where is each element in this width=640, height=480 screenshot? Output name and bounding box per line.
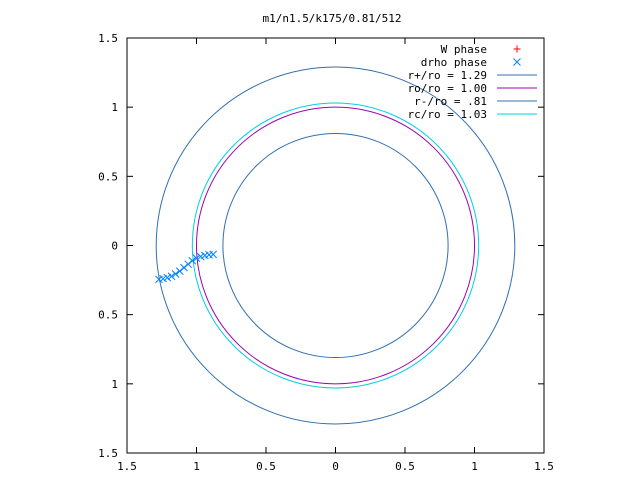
legend-label: drho phase	[421, 56, 487, 69]
data-point	[180, 263, 188, 272]
data-point	[192, 254, 201, 263]
circle-series	[155, 66, 516, 425]
data-point	[163, 273, 172, 282]
y-tick-label: 1	[111, 378, 118, 391]
x-tick-label: 0.5	[256, 460, 276, 473]
axis-ticks: 1.5 1 0.5 0 0.5 1 1.51.510.500.511.5	[98, 32, 554, 473]
data-point	[188, 256, 197, 265]
data-point	[184, 260, 193, 269]
chart-title: m1/n1.5/k175/0.81/512	[262, 12, 401, 25]
x-tick-label: 0	[332, 460, 339, 473]
legend-label: rc/ro = 1.03	[408, 108, 487, 121]
y-tick-label: 0.5	[98, 309, 118, 322]
legend-label: W phase	[441, 43, 487, 56]
legend-x-marker	[513, 58, 521, 66]
circle-series	[222, 132, 449, 359]
data-point	[175, 267, 184, 275]
data-point	[167, 272, 176, 281]
x-tick-label: 1.5	[117, 460, 137, 473]
reference-circles	[155, 66, 516, 425]
y-tick-label: 0.5	[98, 170, 118, 183]
y-tick-label: 1	[111, 101, 118, 114]
data-point	[209, 250, 218, 259]
y-tick-label: 1.5	[98, 32, 118, 45]
legend-plus-marker	[513, 45, 521, 53]
x-tick-label: 1.5	[534, 460, 554, 473]
drho-phase-points	[155, 250, 218, 284]
y-tick-label: 1.5	[98, 447, 118, 460]
data-point	[171, 270, 180, 278]
legend-label: r-/ro = .81	[414, 95, 487, 108]
circle-series	[191, 102, 480, 389]
x-tick-label: 0.5	[395, 460, 415, 473]
circle-series	[196, 106, 475, 385]
x-tick-label: 1	[471, 460, 478, 473]
y-tick-label: 0	[111, 240, 118, 253]
legend-label: r+/ro = 1.29	[408, 69, 487, 82]
legend-label: ro/ro = 1.00	[408, 82, 487, 95]
x-tick-label: 1	[193, 460, 200, 473]
